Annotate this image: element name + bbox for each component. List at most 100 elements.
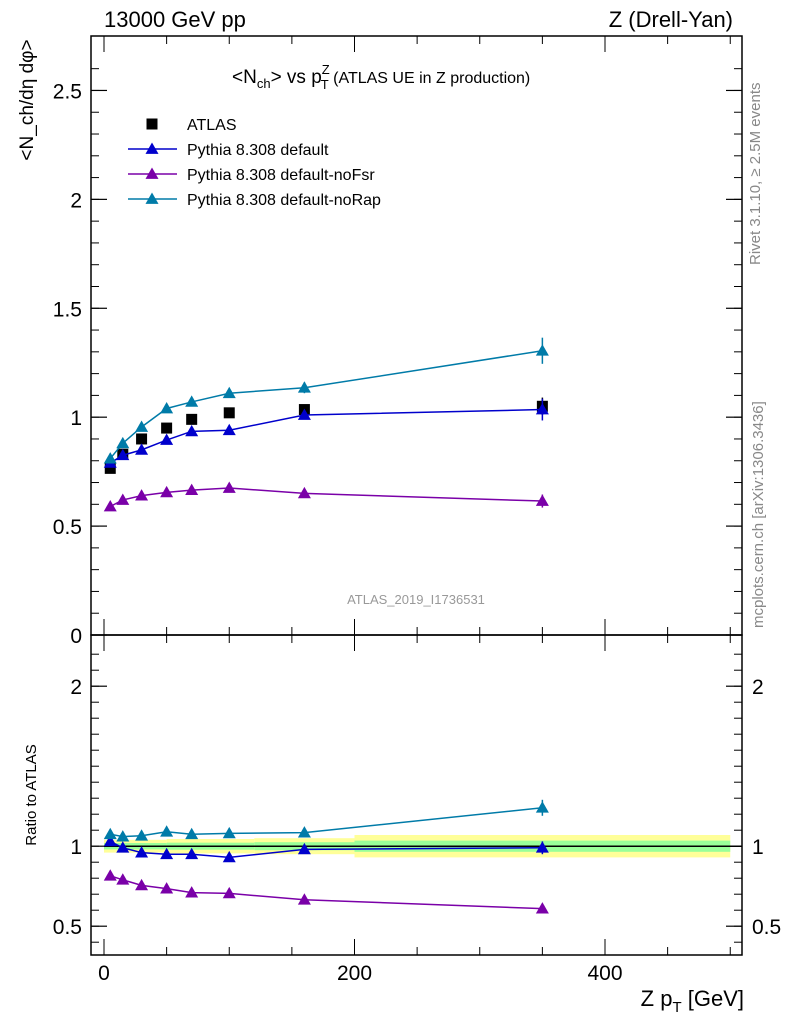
analysis-watermark: ATLAS_2019_I1736531: [347, 592, 485, 607]
main-point-pythia-8-308-default: [297, 408, 311, 420]
main-line-pythia-8-308-default: [109, 408, 543, 464]
ratio-point-pythia-8-308-default-norap: [535, 801, 549, 813]
main-point-atlas: [136, 433, 148, 445]
main-point-pythia-8-308-default-norap: [185, 395, 199, 407]
ratio-point-pythia-8-308-default-nofsr: [222, 886, 236, 899]
main-point-pythia-8-308-default-nofsr: [185, 483, 199, 496]
main-point-pythia-8-308-default-nofsr: [135, 489, 149, 501]
main-point-pythia-8-308-default-nofsr: [103, 499, 117, 512]
ratio-xlabel: Z pT [GeV]: [641, 986, 744, 1016]
ratio-xtick-label: 200: [337, 962, 372, 985]
ratio-point-pythia-8-308-default: [185, 847, 199, 860]
legend-marker-atlas: [146, 118, 158, 130]
main-point-pythia-8-308-default-nofsr: [297, 486, 311, 499]
ratio-point-pythia-8-308-default-nofsr: [103, 869, 117, 881]
title-sub2: T: [321, 77, 329, 92]
main-point-pythia-8-308-default-norap: [116, 436, 130, 449]
title-part2: > vs p: [271, 67, 322, 88]
ratio-ytick-label-left: 0.5: [53, 916, 82, 939]
ratio-point-pythia-8-308-default-norap: [222, 826, 236, 839]
main-point-pythia-8-308-default: [222, 423, 236, 436]
ratio-point-pythia-8-308-default-norap: [160, 825, 174, 837]
main-point-atlas: [223, 407, 235, 419]
xlabel-main: Z p: [641, 986, 673, 1011]
legend-label-pythia-8-308-default-nofsr: Pythia 8.308 default-noFsr: [187, 167, 375, 184]
ratio-point-pythia-8-308-default: [160, 847, 174, 860]
ratio-point-pythia-8-308-default-norap: [135, 829, 149, 841]
main-point-pythia-8-308-default: [116, 448, 130, 461]
title-sup: Z: [322, 62, 330, 77]
main-ytick-label: 0.5: [53, 516, 82, 539]
main-point-pythia-8-308-default-nofsr: [222, 481, 236, 493]
ratio-point-pythia-8-308-default-nofsr: [135, 878, 149, 891]
main-point-pythia-8-308-default-norap: [160, 401, 174, 414]
ratio-point-pythia-8-308-default: [297, 842, 311, 855]
ratio-ytick-label-right: 0.5: [752, 916, 781, 939]
header-right: Z (Drell-Yan): [609, 7, 733, 32]
legend-label-pythia-8-308-default: Pythia 8.308 default: [187, 142, 329, 159]
main-point-pythia-8-308-default-norap: [297, 381, 311, 393]
rivet-label: Rivet 3.1.10, ≥ 2.5M events: [747, 83, 764, 266]
main-ylabel: <N_ch/dη dφ>: [17, 39, 38, 160]
xlabel-unit: [GeV]: [682, 986, 744, 1011]
main-line-pythia-8-308-default-norap: [109, 350, 543, 460]
legend: ATLAS Pythia 8.308 default Pythia 8.308 de…: [128, 117, 381, 209]
ratio-ylabel: Ratio to ATLAS: [23, 744, 40, 845]
main-point-pythia-8-308-default-nofsr: [116, 493, 130, 505]
main-point-atlas: [186, 413, 198, 425]
ratio-point-pythia-8-308-default-nofsr: [535, 902, 549, 914]
main-point-pythia-8-308-default: [160, 433, 174, 445]
main-point-pythia-8-308-default-norap: [135, 420, 149, 432]
legend-marker-pythia-8-308-default: [145, 142, 159, 154]
main-ytick-label: 2.5: [53, 80, 82, 103]
ratio-xtick-label: 400: [587, 962, 622, 985]
ratio-point-pythia-8-308-default-nofsr: [116, 873, 130, 885]
main-title: <Nch> vs pZ T (ATLAS UE in Z production): [232, 62, 530, 92]
ratio-ytick-label-right: 2: [752, 676, 764, 699]
main-ytick-label: 1: [70, 407, 82, 430]
title-part1: <N: [232, 67, 257, 88]
ratio-panel-frame: [90, 634, 743, 956]
ratio-panel: 0.5 0.5 1 1 2 2 0 200 400: [53, 635, 781, 985]
ratio-point-pythia-8-308-default-norap: [297, 826, 311, 838]
main-point-pythia-8-308-default-norap: [535, 344, 549, 356]
legend-label-atlas: ATLAS: [187, 117, 237, 134]
title-rest: (ATLAS UE in Z production): [329, 70, 531, 87]
main-ytick-label: 0: [70, 625, 82, 648]
ratio-point-pythia-8-308-default-nofsr: [185, 886, 199, 898]
main-panel: 0 0.5 1 1.5 2 2.5: [53, 36, 742, 648]
main-point-pythia-8-308-default-norap: [222, 386, 236, 399]
main-line-pythia-8-308-default-nofsr: [109, 487, 543, 508]
ratio-point-pythia-8-308-default: [135, 846, 149, 858]
main-point-pythia-8-308-default-nofsr: [160, 485, 174, 498]
ratio-point-pythia-8-308-default-norap: [185, 827, 199, 840]
title-sub1: ch: [257, 76, 271, 91]
main-point-atlas: [104, 462, 116, 474]
legend-marker-pythia-8-308-default-norap: [145, 192, 159, 204]
mcplots-label: mcplots.cern.ch [arXiv:1306.3436]: [750, 401, 767, 628]
ratio-point-pythia-8-308-default-nofsr: [160, 882, 174, 894]
ratio-point-pythia-8-308-default-norap: [103, 827, 117, 840]
main-point-pythia-8-308-default: [135, 443, 149, 455]
ratio-point-pythia-8-308-default-nofsr: [297, 893, 311, 905]
legend-marker-pythia-8-308-default-nofsr: [145, 167, 159, 179]
main-point-pythia-8-308-default-nofsr: [535, 494, 549, 506]
ratio-xtick-label: 0: [98, 962, 110, 985]
ratio-point-pythia-8-308-default: [116, 841, 130, 853]
ratio-ytick-label-left: 1: [70, 836, 82, 859]
ratio-ytick-label-left: 2: [70, 676, 82, 699]
ratio-point-pythia-8-308-default: [222, 850, 236, 863]
ratio-line-pythia-8-308-default-nofsr: [110, 875, 543, 910]
main-point-pythia-8-308-default: [535, 403, 549, 415]
main-ytick-label: 2: [70, 189, 82, 212]
main-point-pythia-8-308-default: [185, 424, 199, 437]
xlabel-sub: T: [672, 999, 681, 1016]
ratio-point-pythia-8-308-default-norap: [116, 830, 130, 842]
ratio-line-pythia-8-308-default-norap: [110, 807, 543, 838]
legend-label-pythia-8-308-default-norap: Pythia 8.308 default-noRap: [187, 192, 381, 209]
ratio-ytick-label-right: 1: [752, 836, 764, 859]
ratio-point-pythia-8-308-default: [103, 834, 117, 847]
main-point-pythia-8-308-default-norap: [103, 452, 117, 464]
header-left: 13000 GeV pp: [104, 7, 246, 32]
